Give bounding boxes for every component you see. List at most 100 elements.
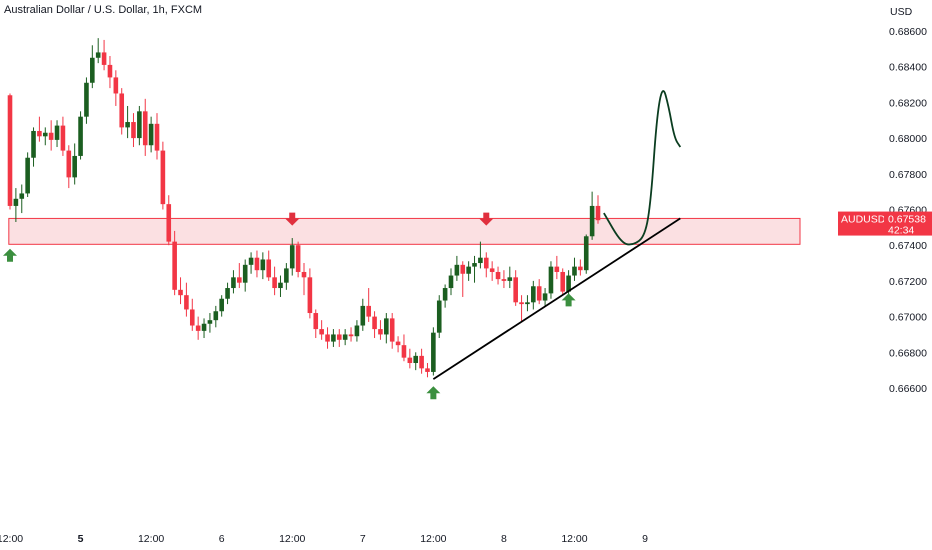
candle-body — [137, 111, 142, 139]
candle — [501, 270, 507, 289]
candle-body — [448, 275, 454, 289]
candle-body — [201, 323, 207, 331]
candle-body — [372, 316, 377, 330]
candle-body — [90, 57, 95, 83]
candle-body — [548, 266, 554, 294]
candle — [54, 120, 60, 148]
time-axis[interactable]: 12:00 5 12:00 6 12:00 7 12:00 8 12:00 9 — [0, 533, 648, 545]
candle-body — [84, 82, 89, 117]
candle — [137, 105, 142, 146]
support-zone-layer — [8, 217, 801, 245]
candle — [325, 327, 330, 349]
y-tick-label: 0.68200 — [889, 97, 927, 109]
candle — [48, 120, 54, 151]
candle — [284, 263, 289, 290]
candle-body — [436, 300, 442, 333]
candle-body — [213, 311, 219, 321]
candle-body — [348, 334, 354, 337]
candle-body — [231, 277, 236, 289]
x-tick-label: 12:00 — [420, 533, 446, 545]
candle-body — [513, 277, 518, 303]
candle — [260, 252, 266, 280]
candle-body — [172, 241, 177, 290]
candle — [342, 329, 348, 346]
candle — [37, 116, 42, 142]
candle — [313, 309, 319, 339]
candle-body — [266, 259, 272, 278]
candle-body — [48, 132, 54, 140]
candle — [237, 263, 242, 289]
support-zone — [8, 217, 801, 245]
candle-body — [442, 288, 448, 301]
candle-body — [242, 264, 248, 283]
candle-body — [237, 277, 242, 283]
y-tick-label: 0.67400 — [889, 240, 927, 252]
price-axis[interactable]: USD 0.68600 0.68400 0.68200 0.68000 0.67800 0.… — [838, 6, 932, 395]
candle — [154, 113, 160, 160]
candle — [172, 230, 177, 296]
candle-body — [425, 368, 430, 372]
candle — [66, 145, 72, 189]
candle — [160, 141, 166, 210]
candle — [295, 241, 301, 278]
candle-body — [25, 157, 30, 194]
x-tick-label: 12:00 — [138, 533, 164, 545]
candle-body — [154, 123, 160, 151]
candle — [25, 152, 30, 198]
candle-body — [78, 116, 83, 156]
candle — [248, 252, 254, 274]
y-tick-label: 0.67800 — [889, 169, 927, 181]
candle — [554, 255, 560, 280]
candle-body — [454, 264, 460, 276]
chart-title: Australian Dollar / U.S. Dollar, 1h, FXC… — [4, 4, 203, 16]
candle — [166, 195, 172, 246]
candle-body — [325, 334, 330, 342]
candle — [360, 298, 366, 331]
down-arrow-marker — [479, 212, 494, 226]
candle — [513, 270, 518, 306]
projection-curve — [603, 90, 682, 246]
candle — [119, 88, 125, 135]
candle — [231, 270, 236, 294]
candle — [436, 295, 442, 339]
candle — [572, 257, 577, 281]
candle-body — [95, 52, 101, 58]
candle-body — [501, 279, 507, 281]
candle-body — [307, 277, 313, 314]
candle-body — [489, 268, 495, 272]
candle — [254, 250, 260, 278]
candle-body — [378, 329, 383, 335]
candle — [531, 280, 536, 310]
candle-body — [354, 325, 360, 337]
candle-body — [360, 305, 366, 326]
candle-body — [313, 313, 319, 330]
candle — [7, 93, 13, 210]
candle — [542, 288, 548, 306]
candle — [536, 279, 542, 305]
candle — [201, 318, 207, 339]
y-tick-label: 0.66800 — [889, 347, 927, 359]
candle — [413, 352, 419, 371]
candle — [560, 268, 566, 296]
candle — [442, 284, 448, 308]
last-price-label: 0.67538 — [888, 214, 926, 226]
candle — [583, 234, 589, 274]
candle-body — [519, 302, 524, 305]
candle-body — [595, 205, 601, 221]
x-tick-label: 7 — [360, 533, 366, 545]
candle — [272, 266, 277, 296]
candle — [507, 266, 513, 289]
up-arrow-marker — [3, 248, 17, 262]
candle-body — [13, 198, 19, 206]
candle-body — [483, 257, 489, 269]
symbol-label: AUDUSD — [841, 214, 886, 226]
countdown-label: 42:34 — [888, 225, 914, 237]
candle — [548, 261, 554, 299]
candle-body — [60, 125, 66, 151]
candle-body — [160, 150, 166, 205]
candle — [372, 311, 377, 339]
candle-body — [319, 329, 324, 335]
candle — [389, 313, 395, 349]
candle-body — [72, 155, 77, 178]
